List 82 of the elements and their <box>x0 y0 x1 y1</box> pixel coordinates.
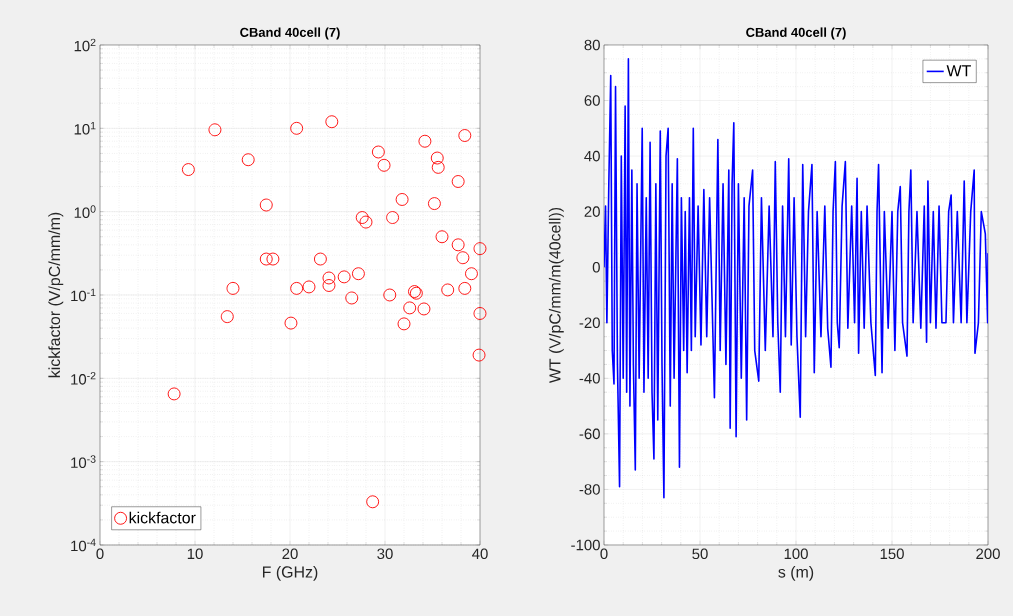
point <box>259 252 273 266</box>
y-tick-label: 10$^{-1}$ <box>71 288 96 302</box>
point <box>458 281 472 295</box>
y-tick-label: 10$^{-3}$ <box>71 455 96 468</box>
x-tick-label: 150 <box>880 548 904 560</box>
point <box>220 310 234 324</box>
y-axis-title: kickfactor (V/pC/mm/m) <box>48 212 64 378</box>
x-axis-title: s (m) <box>778 565 814 581</box>
point <box>351 267 365 281</box>
point <box>403 301 417 315</box>
point <box>241 153 255 167</box>
point <box>226 281 240 295</box>
point <box>337 270 351 284</box>
point <box>386 211 400 224</box>
point <box>359 215 373 229</box>
x-tick-label: 20 <box>282 548 298 560</box>
point <box>181 163 195 177</box>
point <box>290 281 304 295</box>
point <box>451 238 465 252</box>
point <box>290 121 304 135</box>
point <box>435 230 449 244</box>
point <box>208 123 222 137</box>
point <box>345 291 359 305</box>
y-tick-label: 10$^{0}$ <box>74 205 96 218</box>
legend-label: kickfactor <box>129 511 196 524</box>
y-tick-label: 80 <box>584 39 600 51</box>
point <box>366 495 380 509</box>
y-tick-label: 10$^{-2}$ <box>71 372 96 385</box>
y-tick-label: 10$^{-4}$ <box>71 538 96 552</box>
point <box>458 129 472 142</box>
point <box>322 279 336 292</box>
y-tick-label: 10$^{2}$ <box>74 38 96 52</box>
y-axis-title: WT (V/pC/mm/m(40cell)) <box>548 207 564 384</box>
point <box>371 145 385 159</box>
point <box>441 283 455 297</box>
x-tick-label: 200 <box>976 548 1000 560</box>
y-tick-label: -20 <box>579 317 600 329</box>
point <box>259 198 273 212</box>
x-tick-label: 10 <box>187 548 203 560</box>
x-tick-label: 40 <box>472 548 488 560</box>
x-tick-label: 100 <box>784 548 808 560</box>
point <box>325 115 339 129</box>
point <box>473 307 487 320</box>
point <box>417 302 431 316</box>
point <box>377 158 391 172</box>
point <box>451 175 465 188</box>
point <box>427 197 441 211</box>
point <box>167 387 181 401</box>
point <box>395 193 409 206</box>
chart-title: CBand 40cell (7) <box>240 27 340 40</box>
point <box>383 288 397 302</box>
y-tick-label: 40 <box>584 150 600 162</box>
x-tick-label: 30 <box>377 548 393 560</box>
point <box>465 267 478 281</box>
point <box>418 134 432 148</box>
point <box>322 271 336 285</box>
y-tick-label: -60 <box>579 428 600 440</box>
legend-label: WT <box>946 65 971 77</box>
y-tick-label: 20 <box>584 206 600 217</box>
point <box>456 251 470 265</box>
chart-title: CBand 40cell (7) <box>746 27 846 40</box>
y-tick-label: 60 <box>584 95 600 106</box>
point <box>431 160 445 174</box>
x-tick-label: 50 <box>692 548 708 560</box>
point <box>397 317 411 331</box>
y-tick-label: -40 <box>579 373 600 384</box>
y-tick-label: -100 <box>571 539 600 551</box>
y-tick-label: 10$^{1}$ <box>74 122 96 135</box>
line-series <box>604 58 989 499</box>
x-tick-label: 0 <box>96 548 104 560</box>
point <box>355 211 369 224</box>
x-axis-title: F (GHz) <box>262 565 318 581</box>
x-tick-label: 0 <box>600 548 608 560</box>
point <box>266 252 280 266</box>
point <box>472 348 486 362</box>
point <box>302 280 316 294</box>
point <box>473 242 487 256</box>
point <box>430 151 444 165</box>
point <box>313 252 327 266</box>
y-tick-label: 0 <box>592 261 600 273</box>
point <box>284 316 298 330</box>
y-tick-label: -80 <box>579 484 600 495</box>
